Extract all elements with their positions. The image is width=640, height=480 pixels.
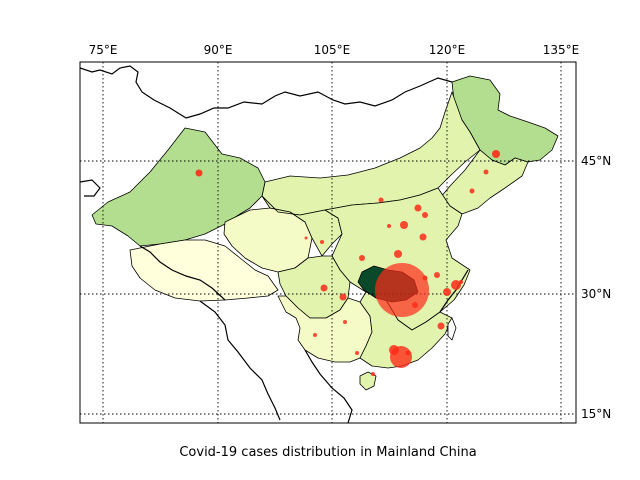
case-marker-hubei <box>375 263 429 317</box>
lat-label-30: 30°N <box>581 287 611 301</box>
case-marker-shandong <box>419 233 427 241</box>
case-marker-shaanxi <box>359 255 365 261</box>
case-marker-hebei <box>422 212 428 218</box>
region-taiwan <box>447 317 457 341</box>
case-marker-beijing <box>414 204 422 212</box>
case-marker-yunnan <box>313 333 317 337</box>
case-marker-guangdong-2 <box>389 345 399 355</box>
region-south-central <box>359 291 453 369</box>
case-marker-shanxi <box>378 197 384 203</box>
case-marker-jilin <box>483 169 489 175</box>
case-marker-hainan <box>371 372 375 376</box>
lat-label-15: 15°N <box>581 407 611 421</box>
case-markers <box>195 150 500 376</box>
lon-label-105: 105°E <box>314 43 351 57</box>
lon-label-120: 120°E <box>429 43 466 57</box>
map-frame <box>79 61 577 424</box>
case-marker-guangdong-3 <box>405 350 411 356</box>
region-hainan <box>359 371 377 391</box>
lon-label-135: 135°E <box>543 43 580 57</box>
case-marker-jiangxi <box>443 288 451 296</box>
case-marker-anhui <box>394 250 402 258</box>
case-marker-chongqing <box>339 293 347 301</box>
case-marker-heilongjiang <box>492 150 500 158</box>
case-marker-ningxia <box>304 236 308 240</box>
lat-label-45: 45°N <box>581 154 611 168</box>
case-marker-jiangsu <box>434 272 440 278</box>
lon-label-90: 90°E <box>204 43 233 57</box>
region-tibet <box>129 239 279 302</box>
case-marker-gansu <box>320 240 324 244</box>
case-marker-liaoning <box>469 188 475 194</box>
case-marker-henan <box>400 221 408 229</box>
lon-label-75: 75°E <box>89 43 118 57</box>
case-marker-xinjiang <box>195 169 203 177</box>
case-marker-shanghai <box>459 280 463 284</box>
case-marker-jiangxi-2 <box>422 275 428 281</box>
case-marker-tianjin <box>387 224 391 228</box>
map-caption: Covid-19 cases distribution in Mainland … <box>179 445 476 460</box>
gridlines <box>80 62 576 423</box>
case-marker-guangxi <box>355 351 359 355</box>
case-marker-sichuan <box>320 284 328 292</box>
case-marker-fujian <box>437 322 445 330</box>
case-marker-zhejiang <box>451 280 461 290</box>
case-marker-guizhou <box>343 320 347 324</box>
case-marker-hunan <box>412 302 418 308</box>
map-regions <box>91 75 559 391</box>
